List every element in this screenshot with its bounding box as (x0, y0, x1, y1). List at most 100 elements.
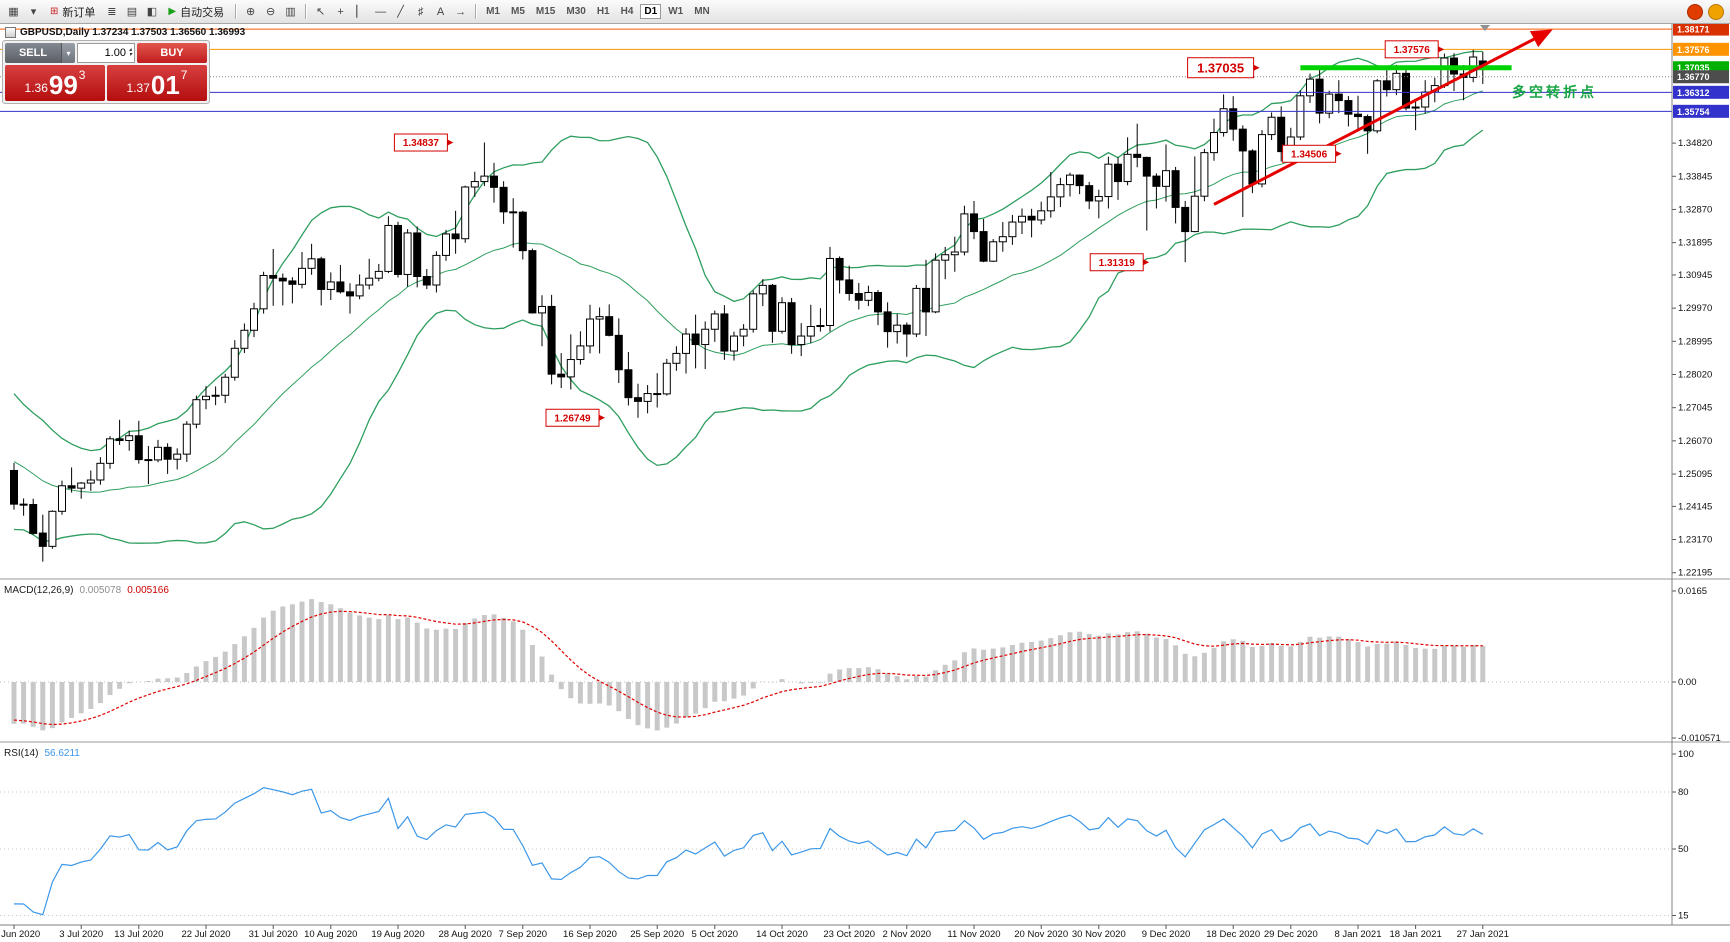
svg-text:14 Oct 2020: 14 Oct 2020 (756, 929, 808, 940)
trendline-icon[interactable]: ╱ (397, 6, 404, 18)
svg-text:9 Dec 2020: 9 Dec 2020 (1142, 929, 1191, 940)
price-callout[interactable]: 1.34506 (1282, 144, 1342, 163)
timeframe-m15-button[interactable]: M15 (535, 6, 556, 17)
svg-text:1.27045: 1.27045 (1678, 403, 1712, 414)
bid-price-box[interactable]: 1.36 99 3 (5, 65, 105, 101)
svg-text:28 Aug 2020: 28 Aug 2020 (439, 929, 492, 940)
macd-panel (0, 599, 1672, 731)
svg-text:1.34506: 1.34506 (1291, 149, 1328, 160)
price-axis-tag (1673, 70, 1729, 84)
tile-windows-icon[interactable]: ▥ (285, 6, 296, 18)
bollinger-lower-band (13, 129, 1484, 544)
svg-text:1.26070: 1.26070 (1678, 436, 1712, 447)
rsi-line (13, 786, 1484, 916)
svg-text:11 Nov 2020: 11 Nov 2020 (947, 929, 1000, 940)
navigator-icon[interactable]: ◧ (146, 6, 158, 18)
bid-price-point: 3 (78, 68, 86, 82)
svg-text:1.28020: 1.28020 (1678, 370, 1712, 381)
turning-point-annotation[interactable]: 多空转折点 (1512, 84, 1597, 100)
vertical-line-icon[interactable]: ▏ (356, 6, 365, 18)
rsi-value: 56.6211 (44, 748, 80, 759)
chart-dropdown-icon[interactable]: ▾ (30, 6, 37, 18)
candles-layer (10, 49, 1487, 562)
volume-up-icon[interactable]: ▴ (128, 47, 132, 53)
crosshair-icon[interactable]: + (337, 5, 344, 18)
buy-button[interactable]: BUY (137, 43, 207, 63)
price-callout[interactable]: 1.37035 (1187, 57, 1260, 79)
macd-name: MACD(12,26,9) (4, 585, 74, 596)
svg-text:1.32870: 1.32870 (1678, 204, 1712, 215)
toolbar-separator (305, 4, 307, 19)
toolbar-separator (235, 4, 237, 19)
zoom-in-icon[interactable]: ⊕ (245, 6, 256, 18)
rsi-indicator-label: RSI(14) 56.6211 (4, 748, 80, 759)
svg-text:5 Oct 2020: 5 Oct 2020 (692, 929, 738, 940)
svg-text:23 Oct 2020: 23 Oct 2020 (823, 929, 875, 940)
date-axis: 24 Jun 2020 3 Jul 2020 13 Jul 2020 22 Jul 2… (0, 925, 1509, 940)
timeframe-h4-button[interactable]: H4 (620, 6, 634, 17)
horizontal-line-icon[interactable]: ― (375, 5, 387, 18)
price-callout[interactable]: 1.26749 (545, 408, 605, 427)
timeframe-h1-button[interactable]: H1 (596, 6, 610, 17)
timeframe-d1-button[interactable]: D1 (640, 4, 662, 19)
macd-main-value: 0.005078 (79, 585, 122, 596)
charts-icon[interactable]: ▦ (8, 6, 19, 18)
svg-text:0.0165: 0.0165 (1678, 586, 1707, 597)
data-window-icon[interactable]: ▤ (126, 6, 138, 18)
svg-text:-0.010571: -0.010571 (1678, 733, 1721, 744)
timeframe-w1-button[interactable]: W1 (668, 6, 684, 17)
price-callout[interactable]: 1.34837 (393, 133, 454, 152)
new-order-button-label: 新订单 (62, 6, 96, 19)
svg-text:1.36312: 1.36312 (1677, 88, 1710, 98)
svg-text:1.34820: 1.34820 (1678, 138, 1712, 149)
svg-text:1.35754: 1.35754 (1677, 107, 1710, 117)
volume-input[interactable]: 1.00 ▴ ▾ (77, 43, 135, 63)
macd-signal-value: 0.005166 (127, 585, 169, 596)
cursor-icon[interactable]: ↖ (315, 6, 326, 18)
volume-stepper[interactable]: ▴ ▾ (128, 47, 132, 58)
new-order-button[interactable]: ⊞ 新订单 (44, 3, 101, 21)
svg-text:16 Sep 2020: 16 Sep 2020 (563, 929, 617, 940)
svg-text:1.36770: 1.36770 (1677, 72, 1710, 82)
macd-histogram (11, 599, 1486, 731)
bollinger-upper-band (13, 50, 1483, 452)
svg-text:10 Aug 2020: 10 Aug 2020 (304, 929, 357, 940)
zoom-out-icon[interactable]: ⊖ (265, 6, 276, 18)
sell-dropdown-icon[interactable]: ▾ (61, 43, 75, 63)
svg-text:13 Jul 2020: 13 Jul 2020 (114, 929, 163, 940)
alerts-icon[interactable] (1708, 3, 1724, 20)
volume-down-icon[interactable]: ▾ (128, 52, 132, 58)
chart-shift-marker[interactable] (1480, 25, 1490, 31)
autotrading-button[interactable]: ▶ 自动交易 (162, 3, 230, 21)
sell-button[interactable]: SELL ▾ (5, 43, 75, 63)
arrow-tool-icon[interactable]: → (455, 5, 467, 18)
svg-text:1.38171: 1.38171 (1677, 25, 1710, 35)
timeframe-m5-button[interactable]: M5 (511, 6, 525, 17)
sell-button-label[interactable]: SELL (5, 43, 61, 63)
svg-text:1.33845: 1.33845 (1678, 171, 1712, 182)
trend-arrow[interactable] (1213, 29, 1553, 206)
chart-symbol-icon (5, 27, 16, 38)
text-tool-icon[interactable]: A (436, 5, 445, 18)
svg-text:20 Nov 2020: 20 Nov 2020 (1014, 929, 1068, 940)
svg-text:50: 50 (1678, 844, 1689, 855)
svg-text:25 Sep 2020: 25 Sep 2020 (630, 929, 684, 940)
svg-text:7 Sep 2020: 7 Sep 2020 (498, 929, 547, 940)
fibonacci-icon[interactable]: ♯ (417, 5, 424, 18)
timeframe-m30-button[interactable]: M30 (566, 6, 586, 17)
price-callout[interactable]: 1.31319 (1089, 253, 1150, 272)
price-callout[interactable]: 1.37576 (1384, 40, 1445, 59)
community-icon[interactable] (1687, 3, 1703, 20)
svg-text:100: 100 (1678, 749, 1694, 760)
timeframe-mn-button[interactable]: MN (694, 6, 710, 17)
timeframe-m1-button[interactable]: M1 (486, 6, 500, 17)
ask-price-box[interactable]: 1.37 01 7 (107, 65, 207, 101)
svg-text:24 Jun 2020: 24 Jun 2020 (0, 929, 40, 940)
volume-value[interactable]: 1.00 (104, 47, 126, 59)
svg-text:1.30945: 1.30945 (1678, 270, 1712, 281)
chart-objects[interactable]: 1.34837 1.26749 1.31319 1.34506 1.37035 1.375… (0, 28, 1672, 427)
market-watch-icon[interactable]: ≣ (107, 6, 117, 18)
main-toolbar: ▦ ▾ ⊞ 新订单 ≣ ▤ ◧ ▶ 自动交易 ⊕ ⊖ ▥ ↖ + ▏ ― ╱ ♯ A → M1 M5 M15 M30 H1 H4 D… (0, 0, 1730, 24)
